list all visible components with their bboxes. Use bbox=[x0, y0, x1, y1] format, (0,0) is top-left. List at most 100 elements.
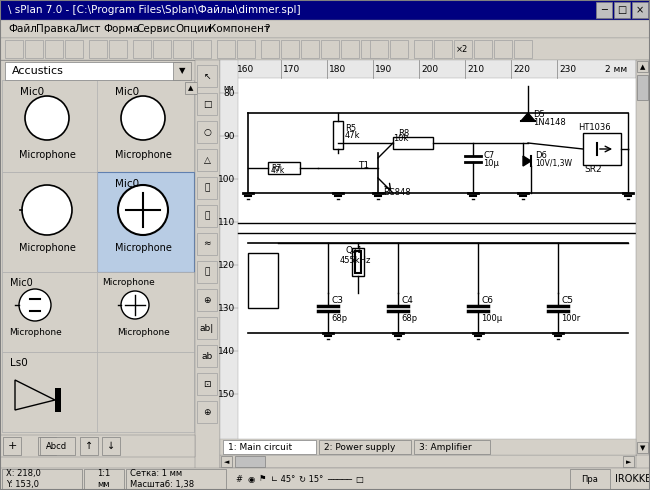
Bar bbox=[623, 456, 634, 467]
Text: 160: 160 bbox=[237, 65, 254, 74]
Bar bbox=[0, 468, 650, 490]
Text: 10k: 10k bbox=[393, 133, 409, 143]
Polygon shape bbox=[521, 113, 535, 121]
Bar bbox=[25, 40, 43, 58]
Bar bbox=[197, 205, 217, 227]
Text: ▼: ▼ bbox=[640, 445, 645, 451]
Bar bbox=[220, 60, 636, 455]
Bar bbox=[197, 401, 217, 423]
Text: Microphone: Microphone bbox=[19, 150, 75, 160]
Text: +: + bbox=[7, 441, 17, 451]
Text: 47k: 47k bbox=[271, 166, 285, 174]
Circle shape bbox=[118, 185, 168, 235]
Text: 200: 200 bbox=[421, 65, 438, 74]
Text: 455kHz: 455kHz bbox=[340, 256, 371, 265]
Bar bbox=[301, 40, 319, 58]
Bar bbox=[220, 60, 636, 78]
Polygon shape bbox=[523, 156, 531, 166]
Bar bbox=[55, 388, 61, 412]
Text: 80: 80 bbox=[224, 89, 235, 98]
Text: ▼: ▼ bbox=[179, 67, 185, 75]
Bar bbox=[197, 345, 217, 367]
Text: □: □ bbox=[355, 474, 363, 484]
Text: D5: D5 bbox=[533, 110, 545, 119]
Text: ▲: ▲ bbox=[640, 64, 645, 70]
Text: 120: 120 bbox=[218, 261, 235, 270]
Bar bbox=[223, 440, 315, 454]
Bar bbox=[221, 456, 232, 467]
Bar bbox=[341, 40, 359, 58]
Bar bbox=[197, 317, 217, 339]
Text: 3: Amplifier: 3: Amplifier bbox=[419, 442, 472, 451]
Text: △: △ bbox=[203, 155, 211, 165]
Bar bbox=[197, 289, 217, 311]
Bar bbox=[237, 40, 255, 58]
Bar bbox=[333, 121, 343, 149]
Bar bbox=[220, 60, 238, 455]
Bar bbox=[321, 40, 339, 58]
Bar bbox=[355, 251, 361, 273]
Text: 2: Power supply: 2: Power supply bbox=[324, 442, 395, 451]
Circle shape bbox=[121, 291, 149, 319]
Bar bbox=[173, 40, 191, 58]
Bar bbox=[352, 248, 364, 276]
Circle shape bbox=[25, 96, 69, 140]
Text: ×2: ×2 bbox=[456, 45, 468, 53]
Bar bbox=[248, 253, 278, 308]
Text: Qz1: Qz1 bbox=[346, 246, 363, 255]
Bar bbox=[318, 440, 411, 454]
Bar bbox=[632, 2, 648, 18]
Bar bbox=[38, 437, 56, 455]
Text: ↻ 15°: ↻ 15° bbox=[299, 474, 323, 484]
Text: Опции: Опции bbox=[176, 24, 211, 34]
Bar bbox=[173, 62, 191, 80]
Text: 1:1
мм: 1:1 мм bbox=[98, 468, 111, 490]
Bar bbox=[494, 40, 512, 58]
Text: Пра: Пра bbox=[582, 474, 599, 484]
Bar bbox=[84, 469, 124, 489]
Bar bbox=[185, 82, 197, 94]
Bar bbox=[361, 40, 379, 58]
Circle shape bbox=[19, 289, 51, 321]
Text: Microphone: Microphone bbox=[19, 243, 75, 253]
Text: ○: ○ bbox=[203, 127, 211, 137]
Bar bbox=[45, 40, 63, 58]
Bar bbox=[197, 121, 217, 143]
Bar bbox=[514, 40, 532, 58]
Bar bbox=[637, 75, 648, 100]
Bar bbox=[40, 437, 75, 455]
Bar bbox=[2, 469, 82, 489]
Text: #: # bbox=[235, 474, 242, 484]
Bar bbox=[153, 40, 171, 58]
Bar bbox=[217, 40, 235, 58]
Text: 230: 230 bbox=[559, 65, 576, 74]
Circle shape bbox=[121, 96, 165, 140]
Text: \ sPlan 7.0 - [C:\Program Files\Splan\Файлы\dimmer.spl]: \ sPlan 7.0 - [C:\Program Files\Splan\Фа… bbox=[8, 5, 300, 15]
Text: Компонент: Компонент bbox=[209, 24, 270, 34]
Bar bbox=[3, 437, 21, 455]
Text: Microphone: Microphone bbox=[102, 278, 155, 287]
Text: 150: 150 bbox=[218, 390, 235, 398]
Text: 68p: 68p bbox=[401, 314, 417, 323]
Bar bbox=[281, 40, 299, 58]
Text: □: □ bbox=[618, 5, 627, 15]
Text: 1N4148: 1N4148 bbox=[533, 118, 566, 127]
Bar bbox=[637, 61, 648, 72]
Text: Mic0: Mic0 bbox=[10, 278, 32, 288]
Bar bbox=[583, 133, 621, 165]
Text: Сервис: Сервис bbox=[136, 24, 176, 34]
Bar bbox=[2, 272, 97, 352]
Text: ►: ► bbox=[627, 459, 632, 465]
Bar bbox=[636, 60, 649, 455]
Text: Ls0: Ls0 bbox=[10, 358, 28, 368]
Text: 180: 180 bbox=[329, 65, 346, 74]
Circle shape bbox=[22, 185, 72, 235]
Bar bbox=[102, 437, 120, 455]
Text: ─────: ───── bbox=[327, 474, 352, 484]
Text: R7: R7 bbox=[271, 164, 281, 173]
Text: 100μ: 100μ bbox=[481, 314, 502, 323]
Bar bbox=[197, 149, 217, 171]
Text: ↓: ↓ bbox=[107, 441, 115, 451]
Bar bbox=[2, 352, 194, 432]
Text: Microphone: Microphone bbox=[114, 243, 172, 253]
